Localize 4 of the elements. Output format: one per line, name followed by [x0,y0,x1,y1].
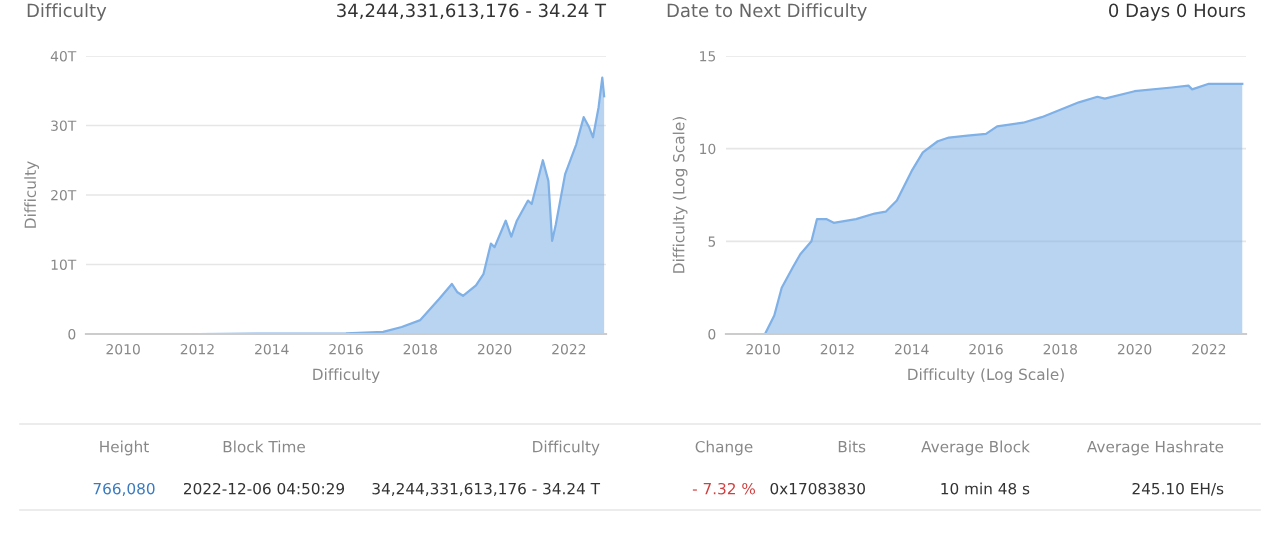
chart-title: Difficulty [27,3,107,21]
text: 0 Days 0 Hours [1109,3,1246,21]
chart-title: Date to Next Difficulty [667,3,867,21]
text: 34,244,331,613,176 - 34.24 T [337,3,607,20]
